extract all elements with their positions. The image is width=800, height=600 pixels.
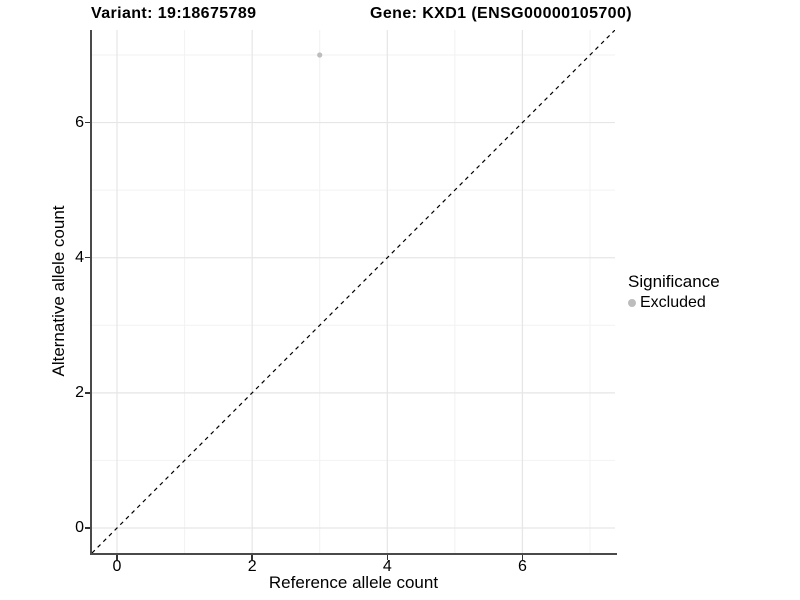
y-tick-mark — [85, 121, 90, 124]
x-tick-label: 6 — [517, 558, 527, 575]
x-tick-label: 4 — [382, 558, 392, 575]
x-tick-mark — [116, 555, 118, 560]
identity-line — [92, 30, 615, 553]
legend-title: Significance — [628, 272, 720, 291]
identity-dashed-line — [92, 30, 615, 553]
x-tick-label: 0 — [112, 558, 122, 575]
x-tick-mark — [386, 555, 389, 560]
y-tick-mark — [85, 256, 90, 259]
legend-items: Excluded — [628, 294, 720, 312]
gene-title: Gene: KXD1 (ENSG00000105700) — [370, 5, 632, 22]
y-tick-label: 2 — [75, 383, 84, 401]
y-tick-label: 4 — [75, 248, 84, 266]
y-tick-mark — [85, 392, 90, 394]
x-axis-title: Reference allele count — [268, 573, 439, 592]
plot-canvas — [92, 30, 615, 553]
y-axis-line — [90, 30, 92, 555]
legend-point-icon — [628, 299, 636, 307]
x-tick-label: 2 — [247, 558, 257, 575]
x-tick-mark — [521, 555, 524, 560]
y-tick-label: 6 — [75, 113, 84, 131]
y-tick-label: 0 — [75, 518, 84, 536]
plot-panel — [92, 30, 615, 553]
y-axis-title: Alternative allele count — [49, 205, 68, 377]
y-tick-mark — [85, 527, 90, 529]
minor-gridlines — [92, 30, 615, 553]
data-points — [317, 52, 323, 58]
scatter-point — [317, 52, 323, 58]
legend-item: Excluded — [628, 294, 720, 312]
x-tick-mark — [251, 555, 253, 560]
variant-title: Variant: 19:18675789 — [91, 5, 257, 22]
x-axis-line — [90, 553, 617, 555]
legend: Significance Excluded — [628, 272, 720, 312]
major-gridlines — [92, 30, 615, 553]
legend-item-label: Excluded — [640, 294, 706, 311]
